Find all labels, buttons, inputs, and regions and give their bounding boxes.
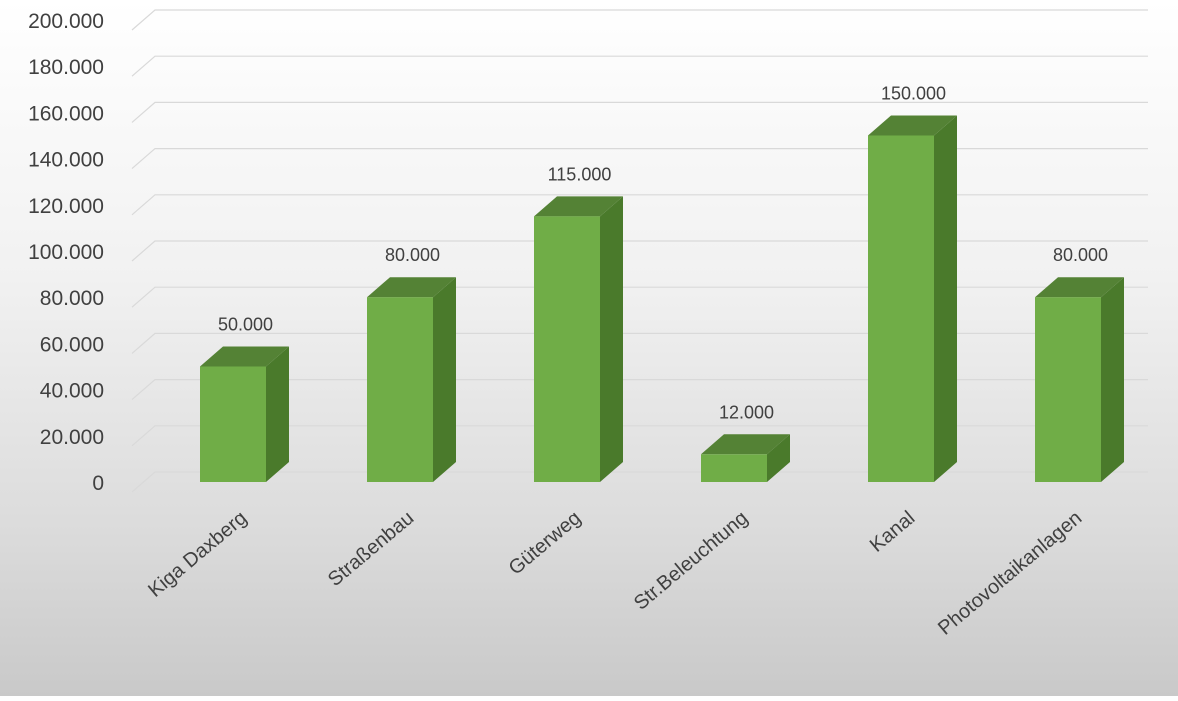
bar-top [200,346,289,367]
category-label: Photovoltaikanlagen [934,507,1086,640]
bar-front [701,454,767,482]
x-axis: Kiga Daxberg Straßenbau Güterweg Str.Beleuc… [144,507,1086,640]
bar-side [767,434,790,482]
bar [701,434,790,482]
bar-side [1101,277,1124,482]
data-label: 80.000 [385,245,440,265]
y-tick-label: 60.000 [40,333,104,356]
gridline [131,148,1148,170]
y-tick-label: 100.000 [28,241,104,264]
category-label: Straßenbau [324,507,418,591]
bar [200,346,289,482]
y-axis: 0 20.000 40.000 60.000 80.000 100.000 120.000 1… [28,10,104,495]
y-tick-label: 120.000 [28,195,104,218]
data-label: 50.000 [218,315,273,335]
bar-front [868,135,934,482]
y-tick-label: 20.000 [40,426,104,449]
bar [868,115,957,482]
y-tick-label: 160.000 [28,102,104,125]
bar-front [1035,297,1101,482]
bars [200,115,1124,482]
gridline [131,425,1148,447]
bar-front [200,366,266,482]
gridline [131,55,1148,77]
bar [367,277,456,482]
y-tick-label: 180.000 [28,56,104,79]
gridline [131,194,1148,216]
bar-top [367,277,456,298]
bar-side [266,346,289,482]
y-tick-label: 200.000 [28,10,104,33]
bar-top [534,196,623,217]
gridline [131,471,1148,493]
bar [1035,277,1124,482]
data-label: 12.000 [719,402,774,422]
bar-top [868,115,957,136]
bar-side [600,196,623,482]
gridline [131,240,1148,262]
bar-side [433,277,456,482]
y-tick-label: 80.000 [40,287,104,310]
y-tick-label: 0 [92,472,104,495]
category-label: Kanal [866,507,919,557]
bar-top [1035,277,1124,298]
bar-front [367,297,433,482]
gridline [131,379,1148,401]
gridline [131,332,1148,354]
bar-top [701,434,790,455]
gridline [131,286,1148,308]
data-labels: 50.000 80.000 115.000 12.000 150.000 80.000 [218,84,1108,423]
data-label: 150.000 [881,84,946,104]
y-tick-label: 40.000 [40,380,104,403]
data-label: 115.000 [548,164,612,184]
category-label: Güterweg [505,507,586,580]
category-label: Str.Beleuchtung [630,507,752,615]
bar-side [934,115,957,482]
gridlines [131,9,1148,493]
data-label: 80.000 [1053,245,1108,265]
category-label: Kiga Daxberg [144,507,251,602]
y-tick-label: 140.000 [28,149,104,172]
gridline [131,9,1148,31]
gridline [131,101,1148,123]
bar-front [534,216,600,482]
bar [534,196,623,482]
